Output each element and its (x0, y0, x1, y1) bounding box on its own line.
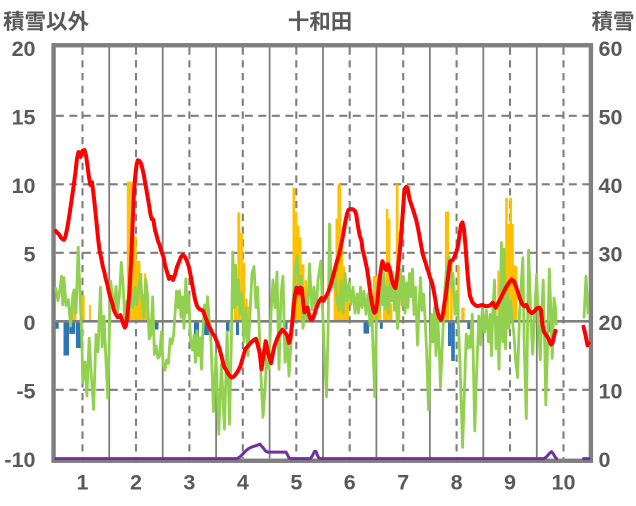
svg-text:5: 5 (24, 242, 36, 266)
svg-text:10: 10 (12, 174, 36, 198)
svg-text:20: 20 (599, 311, 623, 335)
svg-text:20: 20 (12, 37, 36, 61)
svg-text:10: 10 (552, 471, 576, 495)
svg-text:2: 2 (130, 471, 142, 495)
svg-text:-5: -5 (16, 379, 35, 403)
svg-text:3: 3 (183, 471, 195, 495)
svg-text:10: 10 (599, 379, 623, 403)
svg-text:5: 5 (290, 471, 302, 495)
svg-text:0: 0 (24, 311, 36, 335)
svg-text:30: 30 (599, 242, 623, 266)
svg-text:-10: -10 (4, 448, 35, 472)
svg-text:8: 8 (451, 471, 463, 495)
svg-text:7: 7 (397, 471, 409, 495)
svg-text:4: 4 (237, 471, 249, 495)
svg-text:15: 15 (12, 105, 36, 129)
svg-text:40: 40 (599, 174, 623, 198)
svg-text:50: 50 (599, 105, 623, 129)
svg-text:1: 1 (77, 471, 89, 495)
svg-text:60: 60 (599, 37, 623, 61)
svg-text:9: 9 (504, 471, 516, 495)
svg-text:0: 0 (599, 448, 611, 472)
svg-text:6: 6 (344, 471, 356, 495)
